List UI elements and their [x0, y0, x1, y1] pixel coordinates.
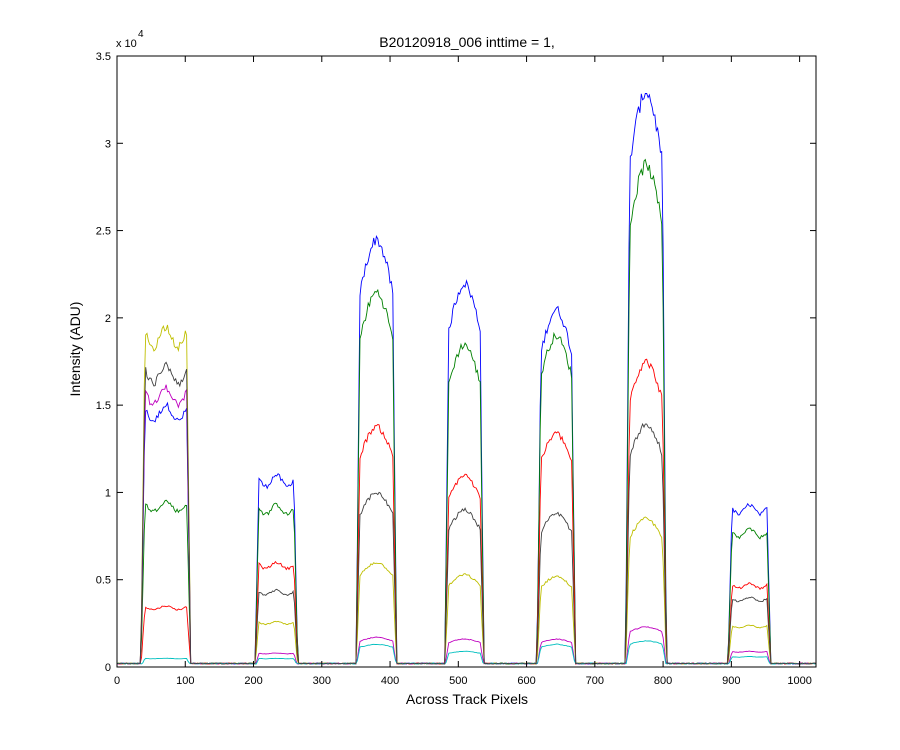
series-line-2 — [116, 158, 816, 665]
x-tick-label: 900 — [722, 675, 740, 687]
y-tick-label: 2 — [105, 313, 111, 325]
x-tick-label: 300 — [313, 675, 331, 687]
x-tick-label: 600 — [517, 675, 535, 687]
x-tick-label: 400 — [381, 675, 399, 687]
y-exponent: 4 — [138, 29, 144, 40]
chart-title: B20120918_006 inttime = 1, — [379, 34, 555, 50]
plot-area: 0 100 200 300 400 500 600 700 800 900 1000 0 0.5 1 1.5… — [96, 51, 817, 687]
series-line-7 — [116, 361, 817, 665]
y-tick-label: 0.5 — [96, 575, 111, 587]
x-tick-label: 700 — [586, 675, 604, 687]
series-line-1 — [116, 93, 817, 665]
series-line-4 — [116, 324, 817, 665]
series-line-5 — [116, 384, 817, 665]
y-tick-label: 1.5 — [96, 400, 111, 412]
y-multiplier: x 10 — [116, 38, 137, 50]
x-tick-label: 1000 — [787, 675, 811, 687]
y-tick-label: 3.5 — [96, 51, 111, 63]
x-tick-label: 0 — [114, 675, 120, 687]
x-tick-label: 800 — [654, 675, 672, 687]
y-tick-label: 1 — [105, 487, 111, 499]
x-tick-label: 200 — [244, 675, 262, 687]
axes-box — [116, 55, 817, 668]
y-axis-label: Intensity (ADU) — [67, 302, 83, 397]
x-axis-label: Across Track Pixels — [406, 691, 528, 707]
series-line-6 — [116, 640, 817, 665]
y-tick-label: 0 — [105, 662, 111, 674]
x-tick-label: 100 — [176, 675, 194, 687]
y-tick-label: 3 — [105, 138, 111, 150]
x-tick-label: 500 — [449, 675, 467, 687]
y-tick-label: 2.5 — [96, 226, 111, 238]
